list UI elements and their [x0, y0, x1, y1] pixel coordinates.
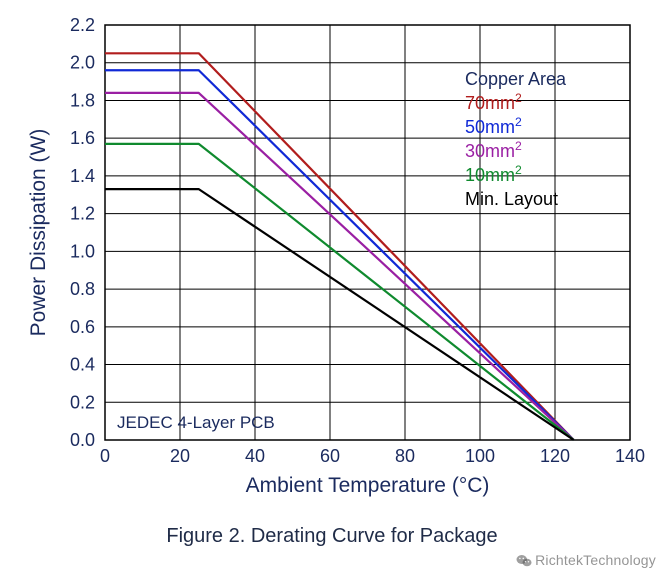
x-tick-label: 120 — [540, 446, 570, 466]
x-tick-label: 60 — [320, 446, 340, 466]
y-tick-label: 2.2 — [70, 15, 95, 35]
annotation-jedec: JEDEC 4-Layer PCB — [117, 413, 275, 432]
legend-item-cu10: 10mm2 — [465, 163, 522, 185]
y-axis-label: Power Dissipation (W) — [27, 129, 50, 337]
y-tick-label: 1.8 — [70, 90, 95, 110]
figure-caption: Figure 2. Derating Curve for Package — [0, 525, 664, 548]
y-tick-label: 1.0 — [70, 241, 95, 261]
y-tick-label: 1.4 — [70, 166, 95, 186]
y-tick-label: 2.0 — [70, 53, 95, 73]
y-tick-label: 0.6 — [70, 317, 95, 337]
y-tick-label: 0.8 — [70, 279, 95, 299]
y-tick-label: 1.2 — [70, 204, 95, 224]
chart-svg: 0 20 40 60 80 100 120 140 0.0 0.2 0.4 0.6 0.8 1.0 1.2 1… — [15, 10, 649, 510]
x-tick-label: 40 — [245, 446, 265, 466]
x-tick-label: 80 — [395, 446, 415, 466]
x-tick-label: 100 — [465, 446, 495, 466]
wechat-icon — [515, 552, 533, 570]
legend-item-cu50: 50mm2 — [465, 115, 522, 137]
legend-item-minlayout: Min. Layout — [465, 189, 558, 209]
derating-chart: 0 20 40 60 80 100 120 140 0.0 0.2 0.4 0.6 0.8 1.0 1.2 1… — [15, 10, 649, 510]
x-tick-label: 0 — [100, 446, 110, 466]
watermark: RichtekTechnology — [515, 552, 656, 570]
legend-title: Copper Area — [465, 69, 567, 89]
page-root: 0 20 40 60 80 100 120 140 0.0 0.2 0.4 0.6 0.8 1.0 1.2 1… — [0, 0, 664, 576]
y-tick-label: 0.2 — [70, 392, 95, 412]
watermark-text: RichtekTechnology — [535, 552, 656, 568]
y-tick-label: 0.4 — [70, 355, 95, 375]
x-tick-label: 140 — [615, 446, 645, 466]
y-tick-label: 1.6 — [70, 128, 95, 148]
legend-item-cu70: 70mm2 — [465, 91, 522, 113]
x-axis-label: Ambient Temperature (°C) — [246, 474, 490, 497]
x-tick-label: 20 — [170, 446, 190, 466]
y-tick-label: 0.0 — [70, 430, 95, 450]
legend-item-cu30: 30mm2 — [465, 139, 522, 161]
